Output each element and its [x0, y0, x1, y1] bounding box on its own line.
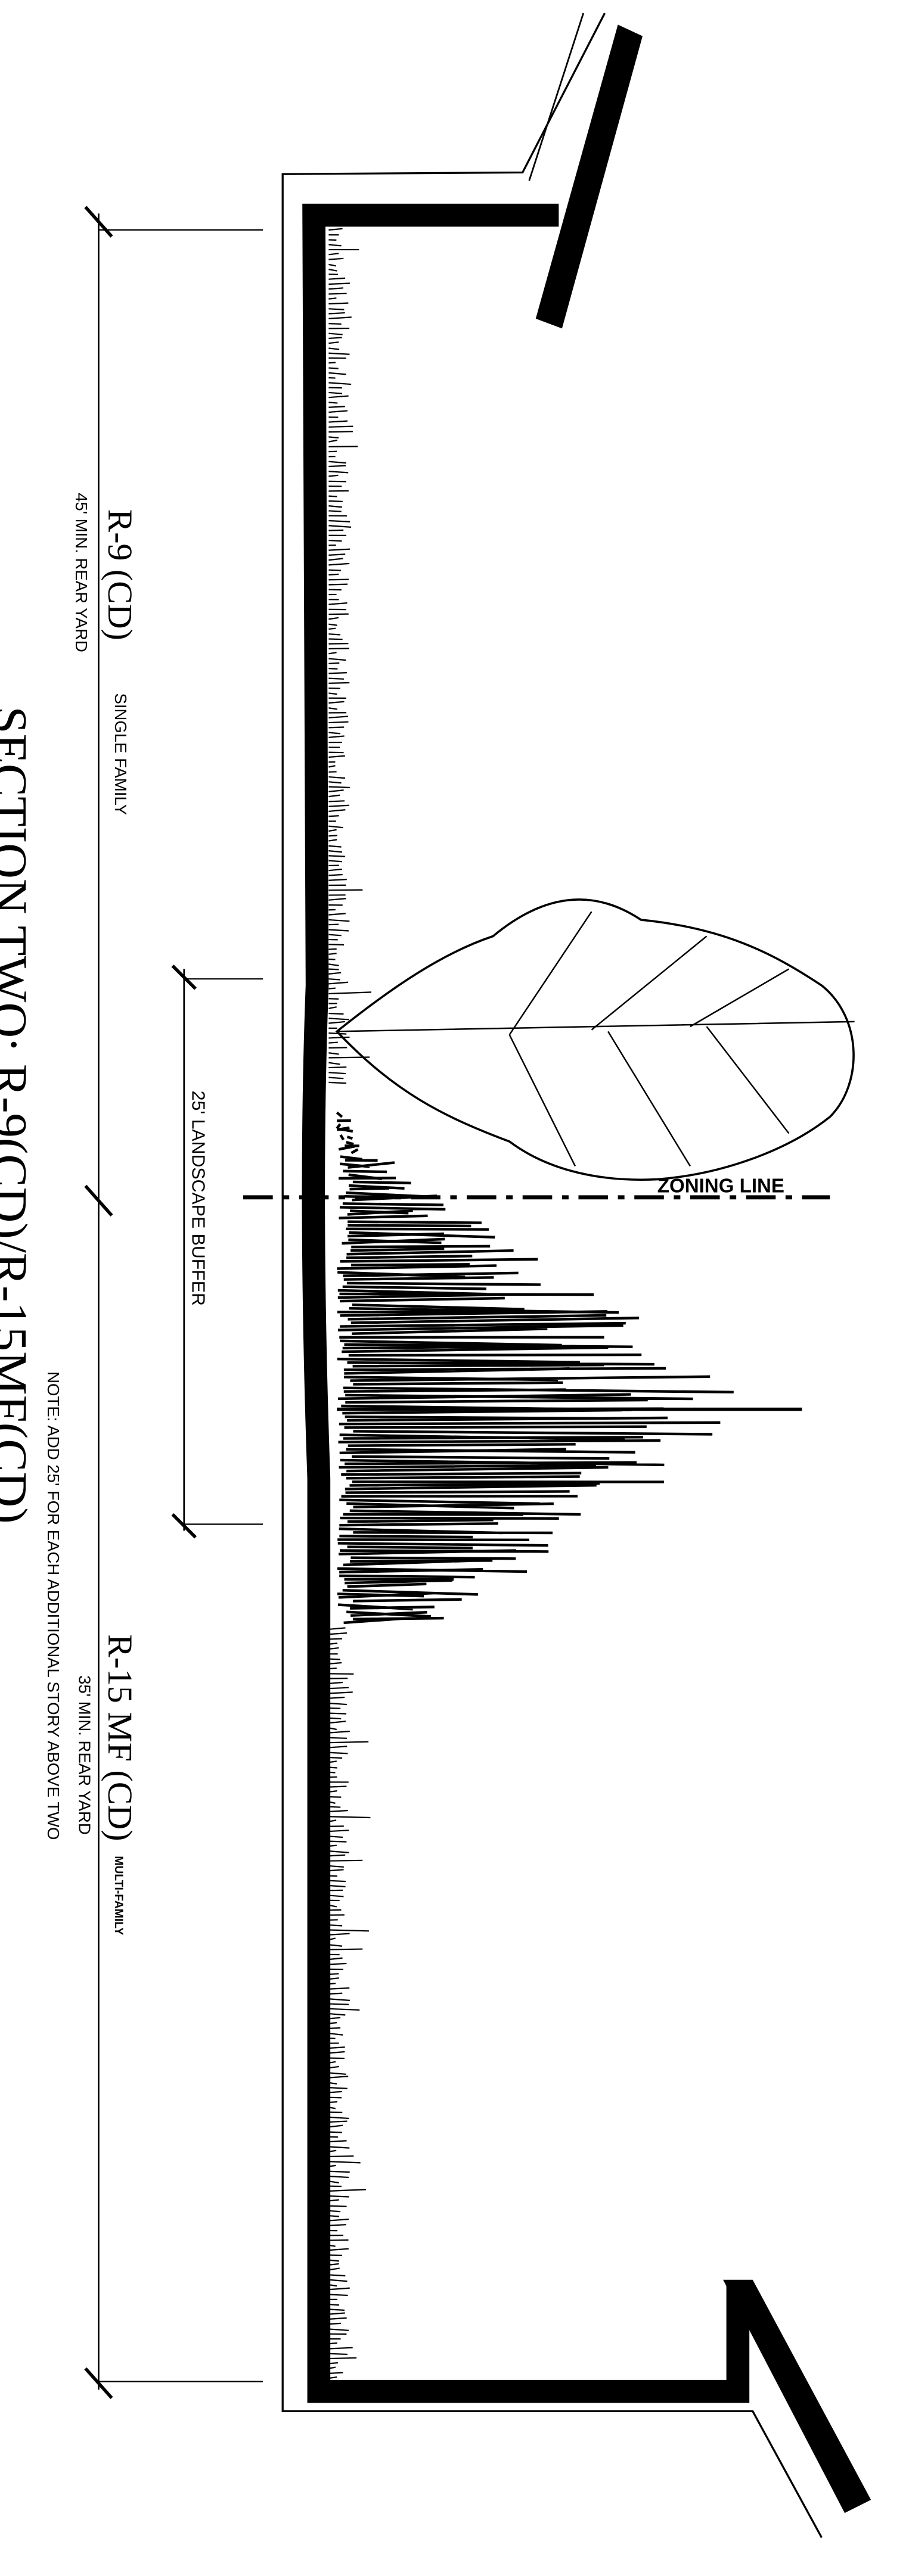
section-title: SECTION TWO: R-9(CD)/R-15MF(CD) — [0, 707, 38, 1524]
zone-use: SINGLE FAMILY — [111, 693, 130, 815]
drawing-group: R-9 (CD) SINGLE FAMILY 45' MIN. REAR YAR… — [0, 13, 871, 2538]
setback-label: 45' MIN. REAR YARD — [72, 493, 91, 652]
zone-name: R-15 MF (CD) — [101, 1634, 139, 1841]
outline-edge — [528, 13, 585, 181]
note: NOTE: ADD 25' FOR EACH ADDITIONAL STORY … — [44, 1371, 63, 1840]
dimension-tick — [171, 965, 197, 990]
buffer-label: 25' LANDSCAPE BUFFER — [188, 1091, 208, 1306]
tree-veins — [337, 911, 855, 1167]
stroke — [328, 228, 372, 2379]
zone-name: R-9 (CD) — [101, 509, 139, 640]
conifer-tree — [336, 1111, 802, 1625]
ground-wall — [302, 203, 750, 2403]
tree-canopy — [335, 898, 855, 1181]
grass — [328, 228, 372, 2379]
bottom-wall — [723, 2279, 871, 2513]
setback-label: 35' MIN. REAR YARD — [75, 1675, 94, 1835]
zone-use: MULTI-FAMILY — [112, 1856, 125, 1935]
dimension-tick — [84, 206, 113, 238]
top-wall — [535, 24, 643, 329]
dimension-tick — [84, 1184, 113, 1217]
stroke — [336, 1111, 734, 1625]
dimension-tick — [171, 1513, 197, 1539]
ground-outline — [281, 13, 823, 2538]
zoning-label: ZONING LINE — [657, 1175, 784, 1197]
dimension-tick — [84, 2367, 113, 2400]
